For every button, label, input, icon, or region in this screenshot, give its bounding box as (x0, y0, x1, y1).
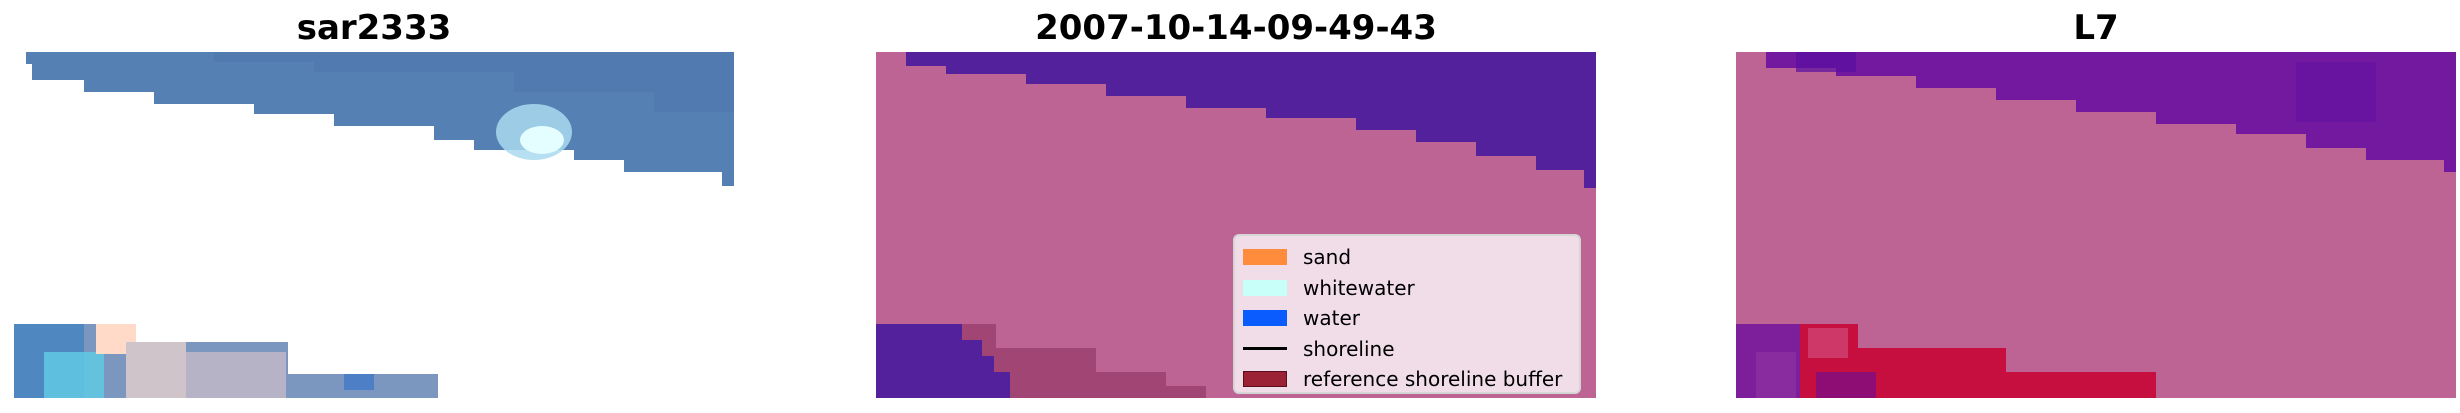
legend-label: whitewater (1303, 275, 1415, 300)
legend-item-shoreline: shoreline (1235, 334, 1579, 365)
legend-item-water: water (1235, 303, 1579, 334)
water-swatch (1243, 310, 1287, 327)
l7-image (1736, 52, 2456, 398)
legend-item-whitewater: whitewater (1235, 273, 1579, 304)
whitewater-swatch (1243, 279, 1287, 296)
panel-title-l7: L7 (2073, 8, 2119, 48)
legend-label: shoreline (1303, 336, 1395, 361)
rgb-image-panel (14, 52, 734, 398)
buffer-swatch (1243, 371, 1287, 388)
legend-item-sand: sand (1235, 242, 1579, 273)
rgb-image (14, 52, 734, 398)
legend: sand whitewater water shoreline referenc… (1233, 234, 1581, 394)
legend-label: water (1303, 306, 1360, 331)
legend-item-reference-buffer: reference shoreline buffer (1235, 364, 1579, 395)
panel-title-classification: 2007-10-14-09-49-43 (1035, 8, 1437, 48)
sand-swatch (1243, 249, 1287, 266)
l7-panel (1736, 52, 2456, 398)
legend-label: reference shoreline buffer (1303, 367, 1563, 392)
legend-label: sand (1303, 245, 1352, 270)
panel-title-rgb: sar2333 (296, 8, 452, 48)
shoreline-line-icon (1243, 347, 1287, 351)
